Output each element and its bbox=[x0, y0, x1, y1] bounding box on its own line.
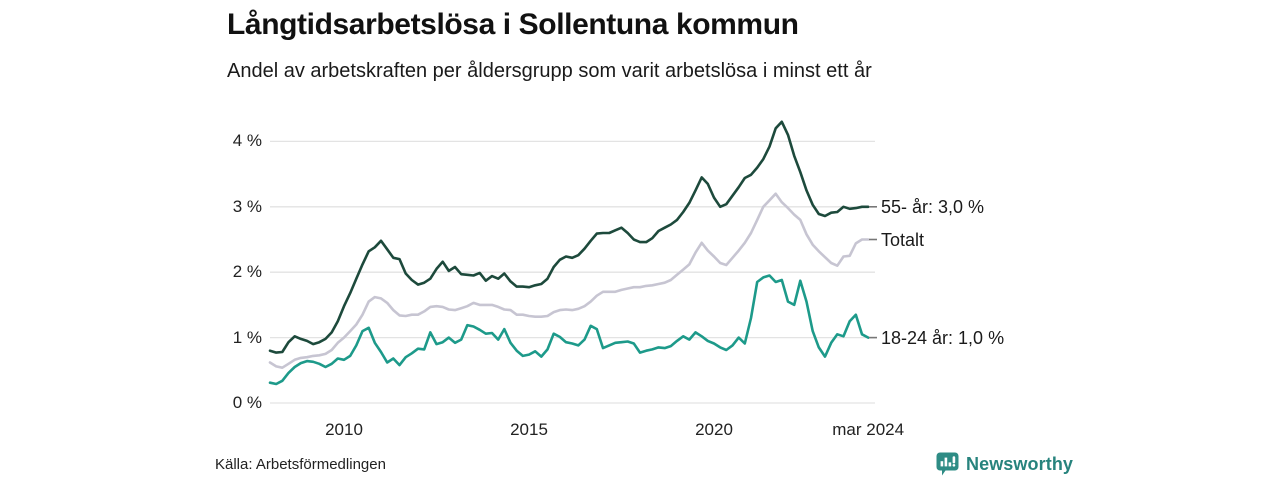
series-end-label-totalt: Totalt bbox=[881, 229, 925, 250]
series-line-55-r bbox=[268, 120, 870, 354]
series-end-label-18-24-ar: 18-24 år: 1,0 % bbox=[881, 327, 1005, 348]
x-axis-tick-label-mar-2024: mar 2024 bbox=[832, 420, 905, 439]
y-axis-tick-label-2: 2 % bbox=[232, 262, 262, 282]
chart-title: Långtidsarbetslösa i Sollentuna kommun bbox=[227, 8, 799, 41]
newsworthy-logo-text: Newsworthy bbox=[966, 453, 1074, 474]
series-end-label-55-ar: 55- år: 3,0 % bbox=[881, 196, 985, 217]
x-axis-tick-label-2015: 2015 bbox=[510, 420, 548, 439]
y-axis-tick-label-0: 0 % bbox=[232, 393, 262, 412]
y-axis-tick-label-1: 1 % bbox=[232, 327, 262, 347]
series-line-18-24-r bbox=[268, 274, 870, 386]
x-axis-tick-label-2020: 2020 bbox=[695, 420, 733, 439]
x-axis-tick-label-2010: 2010 bbox=[325, 420, 363, 439]
newsworthy-logo-icon bbox=[936, 452, 959, 476]
source-note: Källa: Arbetsförmedlingen bbox=[215, 456, 386, 473]
y-axis-tick-label-4: 4 % bbox=[232, 131, 262, 151]
y-axis-tick-label-3: 3 % bbox=[232, 196, 262, 216]
chart-subtitle: Andel av arbetskraften per åldersgrupp s… bbox=[227, 60, 872, 82]
newsworthy-logo: Newsworthy bbox=[936, 452, 1073, 476]
series-line-totalt bbox=[268, 192, 870, 370]
